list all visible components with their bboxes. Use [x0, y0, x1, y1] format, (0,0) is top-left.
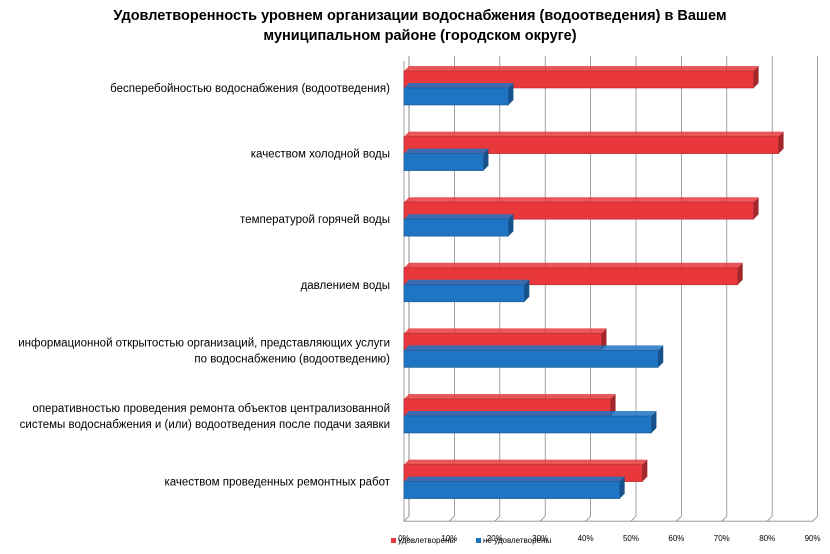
bar-satisfied	[403, 131, 784, 154]
chart-title-line-2: муниципальном районе (городском округе)	[263, 28, 577, 44]
category-label: качеством проведенных ремонтных работ	[164, 477, 390, 489]
legend: удовлетворены не удовлетворены	[391, 536, 551, 545]
bar-not-satisfied	[403, 214, 514, 237]
category-label: бесперебойностью водоснабжения (водоотве…	[110, 83, 390, 95]
category-label: оперативностью проведения ремонта объект…	[32, 403, 390, 415]
chart-title-line-1: Удовлетворенность уровнем организации во…	[113, 8, 727, 24]
gridline-floor	[539, 515, 546, 522]
category-label: температурой горячей воды	[240, 214, 390, 226]
gridline-floor	[585, 515, 591, 522]
legend-label: не удовлетворены	[483, 536, 551, 545]
gridline-floor	[494, 515, 501, 522]
gridline-floor	[812, 515, 818, 522]
x-tick-label: 50%	[623, 534, 639, 543]
bars	[403, 66, 784, 499]
gridline-floor	[403, 515, 410, 522]
category-label: информационной открытостью организаций, …	[18, 337, 390, 349]
bar-not-satisfied	[403, 345, 664, 368]
category-label: давлением воды	[301, 280, 390, 292]
bar-not-satisfied	[403, 411, 657, 434]
chart-title: Удовлетворенность уровнем организации во…	[60, 6, 780, 46]
x-tick-label: 80%	[759, 534, 775, 543]
x-tick-label: 10%	[441, 534, 457, 543]
category-labels: бесперебойностью водоснабжения (водоотве…	[18, 83, 390, 489]
bar-not-satisfied	[403, 83, 514, 106]
gridline-floor	[676, 515, 682, 522]
gridline-floor	[449, 515, 455, 522]
x-tick-label: 20%	[487, 534, 503, 543]
gridline-floor	[766, 515, 773, 522]
bar-not-satisfied	[403, 476, 625, 499]
x-tick-label: 60%	[668, 534, 684, 543]
x-tick-label: 0%	[398, 534, 410, 543]
x-tick-label: 40%	[578, 534, 594, 543]
legend-swatch	[476, 538, 481, 543]
bar-not-satisfied	[403, 279, 530, 303]
x-tick-label: 90%	[805, 534, 821, 543]
category-label: качеством холодной воды	[251, 149, 390, 161]
x-axis-ticks: 0% 10% 20% 30% 40% 50% 60% 70% 80% 90%	[398, 534, 820, 543]
category-label: системы водоснабжения и (или) водоотведе…	[20, 419, 390, 431]
legend-label: удовлетворены	[398, 536, 455, 545]
bar-not-satisfied	[403, 148, 489, 171]
x-tick-label: 30%	[532, 534, 548, 543]
x-tick-label: 70%	[714, 534, 730, 543]
category-label: по водоснабжению (водоотведению)	[194, 353, 390, 365]
legend-swatch	[391, 538, 396, 543]
gridline-floor	[630, 515, 637, 522]
gridline-floor	[721, 515, 728, 522]
